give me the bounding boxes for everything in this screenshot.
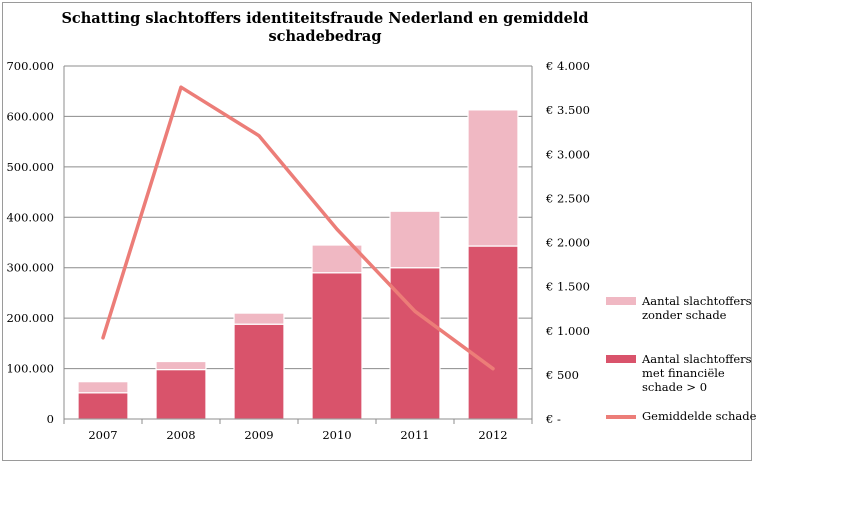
legend-label: Aantal slachtoffers zonder schade — [642, 294, 766, 322]
left-axis-tick-label: 0 — [47, 412, 54, 426]
right-axis-tick-label: € 4.000 — [545, 59, 590, 73]
bar-without-damage-2008 — [155, 360, 207, 371]
bar-without-damage-2007 — [77, 381, 129, 394]
left-axis-tick-label: 200.000 — [6, 311, 54, 325]
left-axis-tick-label: 300.000 — [6, 261, 54, 275]
legend-swatch — [606, 297, 636, 305]
bar-without-damage-2010 — [311, 244, 363, 274]
x-axis-tick-label: 2011 — [400, 428, 429, 442]
right-axis-tick-label: € 1.500 — [545, 280, 590, 294]
legend-label-line: Gemiddelde schade — [642, 409, 757, 423]
bar-with-damage-2011 — [389, 267, 441, 420]
axes — [63, 66, 533, 424]
bar-without-damage-2011 — [389, 210, 441, 269]
average-damage-polyline — [101, 85, 495, 371]
right-axis-tick-label: € 3.500 — [545, 103, 590, 117]
legend-swatch — [606, 415, 636, 419]
bar-without-damage-2009 — [233, 312, 285, 325]
left-axis-ticks: 0 100.000 200.000 300.000 400.000 500.000 600.… — [6, 59, 54, 426]
bar-with-damage-2010 — [311, 272, 363, 420]
bar-with-damage-2007 — [77, 392, 129, 420]
right-axis-tick-label: € 1.000 — [545, 324, 590, 338]
bar-with-damage-2008 — [155, 368, 207, 420]
left-axis-tick-label: 600.000 — [6, 109, 54, 123]
x-axis-ticks: 2007 2008 2009 2010 2011 2012 — [88, 428, 507, 442]
chart-title-line-2: schadebedrag — [268, 28, 382, 45]
right-axis-tick-label: € 2.000 — [545, 236, 590, 250]
chart-title-line-1: Schatting slachtoffers identiteitsfraude… — [61, 10, 589, 27]
legend-label: Aantal slachtoffers met financiële schade … — [642, 352, 766, 394]
left-axis-tick-label: 100.000 — [6, 362, 54, 376]
bar-with-damage-2012 — [467, 245, 519, 420]
bar-with-damage-2009 — [233, 323, 285, 420]
legend-swatch — [606, 355, 636, 363]
legend-label-line: Aantal slachtoffers — [642, 294, 752, 308]
x-axis-tick-label: 2007 — [88, 428, 117, 442]
x-axis-tick-label: 2010 — [322, 428, 351, 442]
legend-label: Gemiddelde schade — [642, 409, 766, 423]
legend-label-line: zonder schade — [642, 308, 727, 322]
x-axis-tick-label: 2012 — [478, 428, 507, 442]
legend-label-line: Aantal slachtoffers — [642, 352, 752, 366]
x-axis-tick-label: 2009 — [244, 428, 273, 442]
right-axis-tick-label: € 3.000 — [545, 147, 590, 161]
gridlines — [64, 65, 532, 370]
average-damage-line — [101, 85, 495, 371]
bar-without-damage-2012 — [467, 109, 519, 247]
x-axis-tick-label: 2008 — [166, 428, 195, 442]
right-axis-tick-label: € 2.500 — [545, 191, 590, 205]
right-axis-tick-label: € 500 — [545, 368, 579, 382]
legend-label-line: met financiële — [642, 366, 725, 380]
left-axis-tick-label: 400.000 — [6, 210, 54, 224]
left-axis-tick-label: 700.000 — [6, 59, 54, 73]
left-axis-tick-label: 500.000 — [6, 160, 54, 174]
bars — [77, 109, 519, 420]
right-axis-tick-label: € - — [545, 412, 561, 426]
chart-title: Schatting slachtoffers identiteitsfraude… — [60, 10, 590, 46]
right-axis-ticks: € - € 500 € 1.000 € 1.500 € 2.000 € 2.500 € 3.… — [545, 59, 590, 426]
legend-label-line: schade > 0 — [642, 380, 708, 394]
